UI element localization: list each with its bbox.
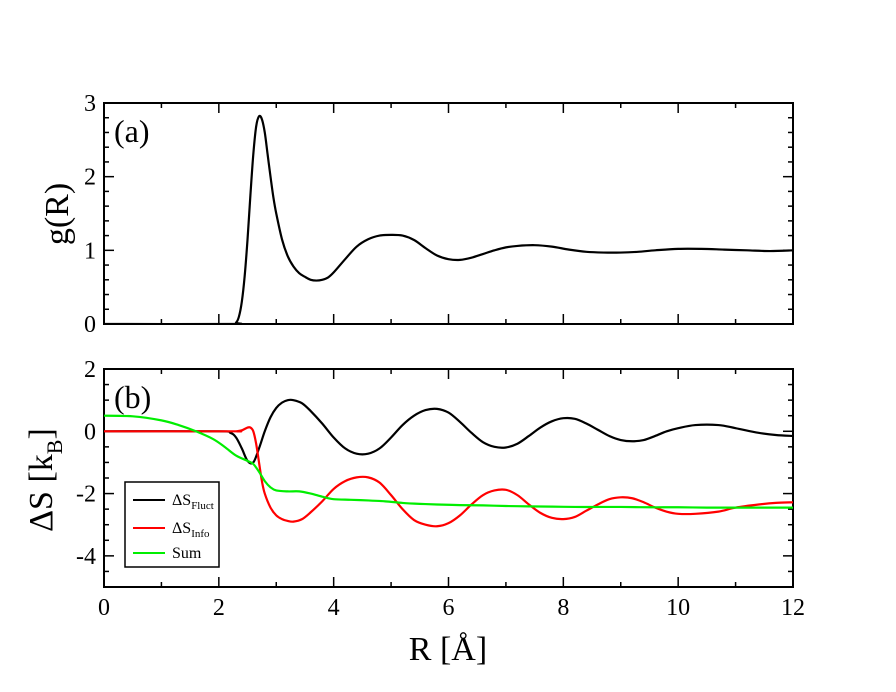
legend-label-info: ΔSInfo <box>172 520 210 540</box>
y-tick-label: 0 <box>84 419 96 445</box>
x-tick-label: 6 <box>443 595 455 621</box>
panel-b-x-axis-label: R [Å] <box>409 631 487 668</box>
panel-b-y-axis-label-main: ΔS [k <box>23 454 60 532</box>
legend-label-fluct-main: ΔS <box>172 492 191 509</box>
panel-a-ticks <box>103 102 794 325</box>
legend-entry-fluct: ΔSFluct <box>133 492 214 512</box>
x-tick-label: 8 <box>557 595 569 621</box>
panel-b-y-axis-label: ΔS [kB] <box>23 428 67 532</box>
x-tick-label: 10 <box>666 595 690 621</box>
legend: ΔSFluct ΔSInfo Sum <box>124 481 220 568</box>
legend-entry-info: ΔSInfo <box>133 520 210 540</box>
panel-b-y-axis-label-sub: B <box>42 440 67 455</box>
series-line-sum <box>104 414 793 509</box>
series-line-g-r <box>104 114 793 324</box>
y-tick-label: -2 <box>76 482 96 508</box>
panel-b-y-tick-labels: -4 -2 0 2 <box>76 357 96 570</box>
x-tick-label: 2 <box>213 595 225 621</box>
y-tick-label: 0 <box>84 312 96 338</box>
panel-b-label: (b) <box>114 379 151 415</box>
x-tick-label: 12 <box>781 595 805 621</box>
panel-a: 0 1 2 3 (a) g(R) <box>39 91 794 338</box>
legend-label-info-sub: Info <box>191 528 210 540</box>
panel-b-x-tick-labels: 0 2 4 6 8 10 12 <box>98 595 805 621</box>
panel-a-y-axis-label: g(R) <box>39 183 76 245</box>
y-tick-label: 2 <box>84 357 96 383</box>
legend-label-fluct: ΔSFluct <box>172 492 214 512</box>
legend-entry-sum: Sum <box>133 545 202 562</box>
y-tick-label: 1 <box>84 238 96 264</box>
panel-b-lines <box>104 398 793 528</box>
panel-a-lines <box>104 114 793 324</box>
panel-a-frame <box>103 102 794 325</box>
panel-a-label: (a) <box>114 113 150 149</box>
y-tick-label: 2 <box>84 165 96 191</box>
y-tick-label: -4 <box>76 544 96 570</box>
series-line-s-info <box>104 426 793 528</box>
legend-label-fluct-sub: Fluct <box>191 500 214 512</box>
x-tick-label: 0 <box>98 595 110 621</box>
x-tick-label: 4 <box>328 595 340 621</box>
panel-b-y-axis-label-close: ] <box>23 428 60 439</box>
legend-label-sum: Sum <box>172 545 202 562</box>
panel-b-ticks <box>103 368 794 588</box>
series-line-s-fluct <box>104 398 793 465</box>
panel-a-y-tick-labels: 0 1 2 3 <box>84 91 96 338</box>
panel-b: -4 -2 0 2 0 2 4 6 8 10 12 (b) ΔS [kB] R [Å] ΔSFlu… <box>23 357 805 668</box>
y-tick-label: 3 <box>84 91 96 117</box>
legend-label-info-main: ΔS <box>172 520 191 537</box>
